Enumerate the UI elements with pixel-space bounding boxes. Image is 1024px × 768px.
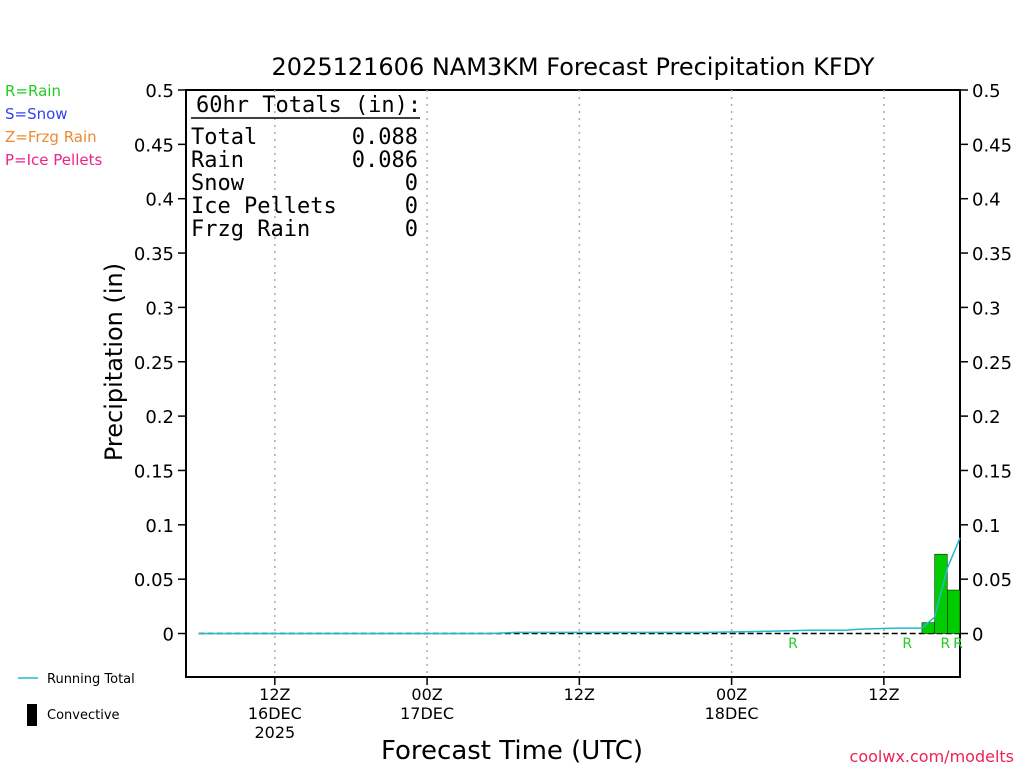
y-tick-label-left: 0.25 [134,353,174,374]
precip-type-marker: R [953,636,963,652]
precip-type-legend-entry: R=Rain [5,82,61,100]
precip-type-legend-entry: Z=Frzg Rain [5,128,97,146]
y-tick-label-right: 0.4 [972,190,1001,211]
plot-frame [185,89,961,678]
running-total-line [198,537,961,635]
y-tick-label-left: 0.5 [145,81,174,102]
totals-row-value: 0.086 [352,148,418,173]
x-tick-label: 00Z [411,685,442,704]
totals-row-label: Snow [191,171,245,196]
precip-type-marker: R [902,636,912,652]
series-legend-label: Convective [47,708,120,723]
precip-type-legend: R=Rain S=Snow Z=Frzg Rain P=Ice Pellets [5,82,102,169]
y-tick-label-right: 0.35 [972,244,1012,265]
y-axis-right: 0 0.05 0.1 0.15 0.2 0.25 0.3 0.35 0.4 0.45 0.5 [960,81,1012,646]
precip-type-legend-entry: P=Ice Pellets [5,151,102,169]
totals-row-value: 0 [405,217,418,242]
series-legend: Running Total Convective [18,672,135,726]
y-tick-label-right: 0.25 [972,353,1012,374]
x-axis-label: Forecast Time (UTC) [381,736,643,766]
precip-type-legend-entry: S=Snow [5,105,68,123]
x-tick-label: 18DEC [705,704,759,723]
series-legend-label: Running Total [47,672,135,687]
vertical-grid [274,90,885,677]
y-tick-label-left: 0.3 [145,298,174,319]
totals-row-label: Frzg Rain [191,217,310,242]
precip-type-marker: R [788,636,798,652]
totals-row-value: 0 [405,194,418,219]
y-tick-label-left: 0.1 [145,516,174,537]
precip-type-marker: R [940,636,950,652]
precip-bar [947,589,961,634]
x-tick-label: 12Z [259,685,290,704]
y-tick-label-right: 0.05 [972,570,1012,591]
chart-title: 2025121606 NAM3KM Forecast Precipitation… [272,53,875,81]
legend-bar-swatch [27,704,37,726]
totals-row-label: Total [191,125,257,150]
x-tick-label: 12Z [564,685,595,704]
totals-header: 60hr Totals (in): [196,93,421,118]
x-tick-label: 16DEC [248,704,302,723]
y-tick-label-right: 0 [972,625,983,646]
y-tick-label-right: 0.5 [972,81,1001,102]
totals-row-label: Ice Pellets [191,194,337,219]
y-tick-label-left: 0.45 [134,135,174,156]
totals-rows: Total 0.088 Rain 0.086 Snow 0 Ice Pellets 0 Frzg… [191,125,418,242]
y-tick-label-right: 0.15 [972,461,1012,482]
y-tick-label-right: 0.3 [972,298,1001,319]
y-tick-label-right: 0.1 [972,516,1001,537]
precip-bar [921,622,935,634]
totals-row-label: Rain [191,148,244,173]
y-axis-left: 0 0.05 0.1 0.15 0.2 0.25 0.3 0.35 0.4 0.45 0.5 [134,81,186,646]
y-tick-label-right: 0.45 [972,135,1012,156]
y-tick-label-left: 0.15 [134,461,174,482]
x-tick-label: 00Z [716,685,747,704]
x-tick-label: 17DEC [400,704,454,723]
y-tick-label-right: 0.2 [972,407,1001,428]
y-tick-label-left: 0.2 [145,407,174,428]
x-tick-label: 12Z [868,685,899,704]
totals-row-value: 0.088 [352,125,418,150]
y-tick-label-left: 0.35 [134,244,174,265]
totals-box: 60hr Totals (in): Total 0.088 Rain 0.086 Sno… [191,93,421,242]
y-tick-label-left: 0 [163,625,174,646]
y-axis-label: Precipitation (in) [100,263,128,461]
y-tick-label-left: 0.4 [145,190,174,211]
x-tick-label: 2025 [254,723,295,742]
totals-row-value: 0 [405,171,418,196]
credit-text: coolwx.com/modelts [850,747,1014,766]
y-tick-label-left: 0.05 [134,570,174,591]
